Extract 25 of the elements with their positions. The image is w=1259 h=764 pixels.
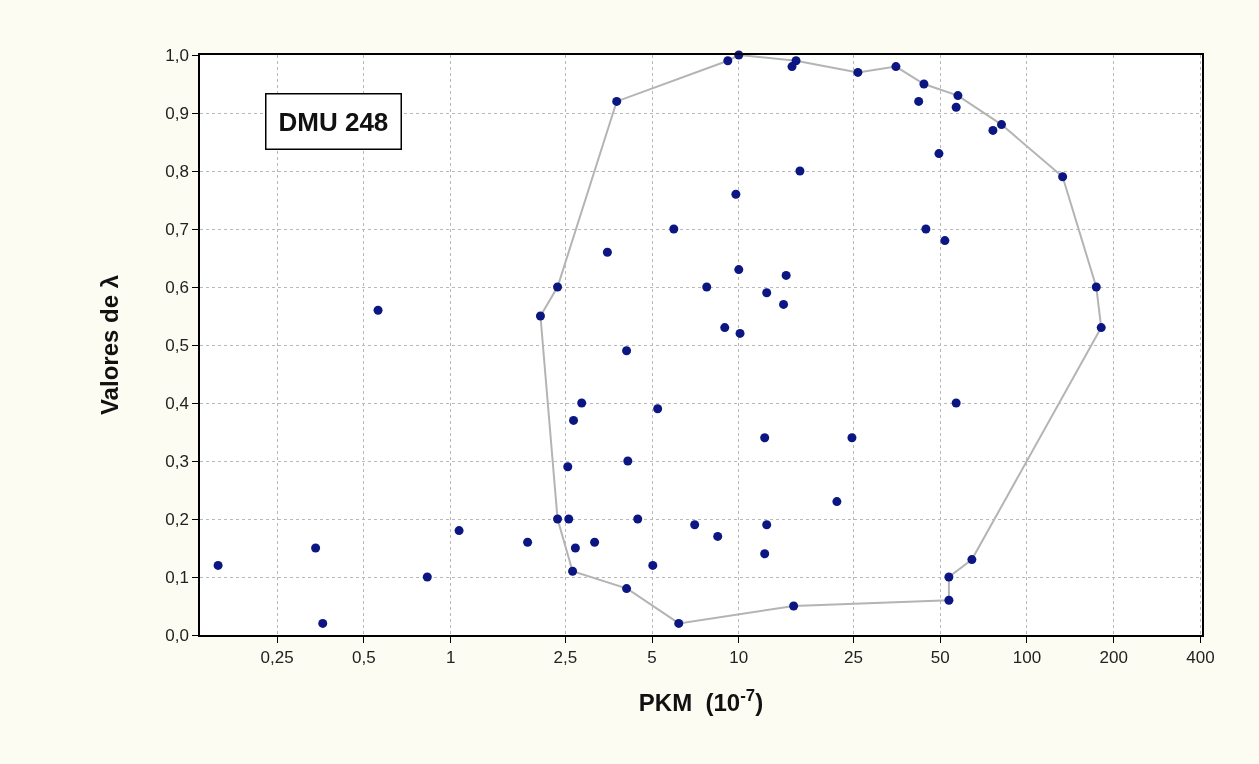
x-tick-label: 10 <box>729 648 749 668</box>
y-tick-label: 0,2 <box>165 509 189 529</box>
y-tick-label: 0,6 <box>165 277 189 297</box>
x-tick-label: 100 <box>1012 648 1042 668</box>
x-tick-label: 200 <box>1099 648 1128 668</box>
y-tick-label: 1,0 <box>165 45 189 65</box>
y-tick-label: 0,4 <box>165 393 189 413</box>
x-tick-label: 1 <box>445 648 456 668</box>
x-axis-title: PKM (10$^{-7}$) <box>638 685 764 716</box>
x-tick-label: 400 <box>1186 648 1215 668</box>
x-tick-label: 5 <box>647 648 657 668</box>
y-tick-label: 0,9 <box>165 103 189 123</box>
y-tick-label: 0,0 <box>165 625 189 645</box>
x-tick-label: 0,5 <box>352 648 376 668</box>
y-tick-label: 0,1 <box>165 567 189 587</box>
x-tick-label: 50 <box>930 648 950 668</box>
annotation: DMU 248 <box>278 106 389 137</box>
y-axis-title: Valores de λ <box>95 274 123 416</box>
x-tick-label: 0,25 <box>260 648 294 668</box>
x-tick-label: 25 <box>843 648 863 668</box>
x-tick-label: 2,5 <box>553 648 578 668</box>
y-tick-label: 0,7 <box>165 219 189 239</box>
y-tick-label: 0,5 <box>165 335 189 355</box>
y-tick-label: 0,8 <box>165 161 189 181</box>
y-tick-label: 0,3 <box>165 451 189 471</box>
